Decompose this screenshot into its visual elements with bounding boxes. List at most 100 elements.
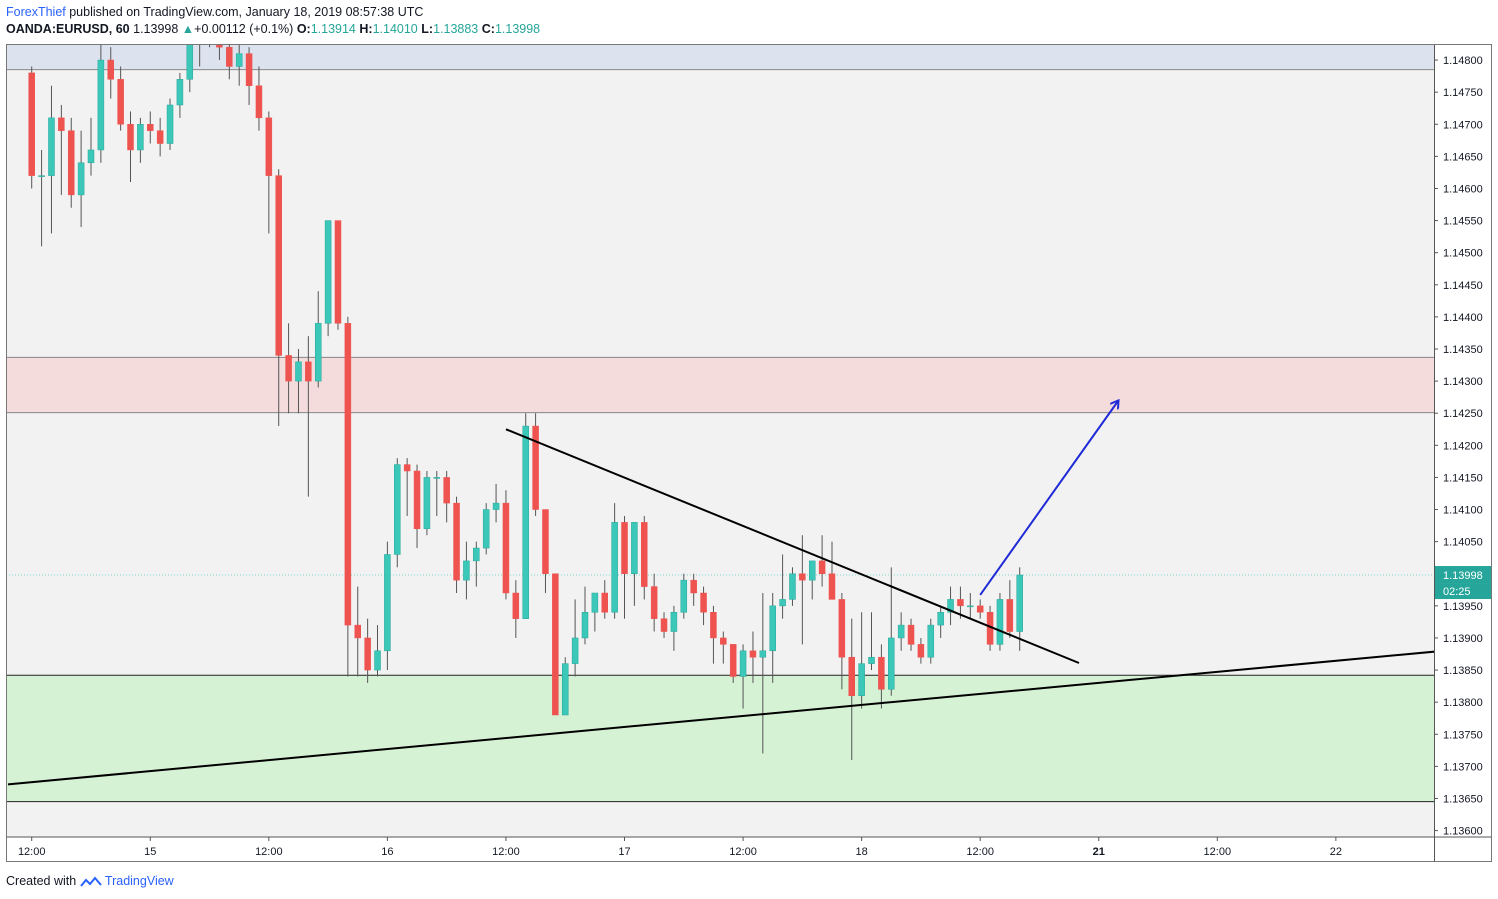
x-tick-label: 12:00	[966, 846, 994, 858]
tradingview-link[interactable]: TradingView	[104, 874, 174, 888]
candle-body	[97, 59, 105, 151]
current-price-tag	[1435, 566, 1491, 584]
candle-body	[67, 130, 75, 196]
candle	[650, 573, 658, 632]
candle-body	[868, 656, 875, 664]
candle	[957, 586, 964, 619]
candle	[324, 220, 332, 337]
candle	[97, 44, 105, 163]
candle-body	[433, 477, 441, 479]
resistance-top-zone	[6, 44, 1434, 70]
candle-body	[473, 547, 480, 562]
y-tick-label: 1.14150	[1443, 472, 1483, 484]
candle-body	[384, 554, 391, 652]
publish-info: ForexThief published on TradingView.com,…	[6, 5, 423, 19]
candle-body	[621, 522, 628, 574]
author-link[interactable]: ForexThief	[6, 5, 66, 19]
candle-body	[838, 599, 846, 658]
symbol-name[interactable]: OANDA:EURUSD, 60	[6, 22, 130, 36]
candle-body	[1016, 574, 1023, 632]
candle	[561, 657, 569, 716]
x-tick-label: 12:00	[492, 846, 520, 858]
candle	[443, 471, 450, 523]
candle	[137, 117, 144, 163]
candle	[937, 605, 944, 638]
candle	[522, 413, 529, 619]
candle-body	[591, 592, 599, 613]
candle	[77, 130, 85, 227]
candle	[235, 44, 243, 86]
y-tick-label: 1.14500	[1443, 248, 1483, 260]
candle-body	[907, 624, 915, 645]
candle	[552, 573, 559, 716]
chart-frame	[6, 44, 1492, 862]
candle-body	[818, 560, 826, 574]
y-tick-label: 1.14100	[1443, 505, 1483, 517]
candle	[107, 47, 115, 99]
candle-body	[779, 599, 786, 607]
candle	[423, 471, 431, 536]
candle	[433, 471, 441, 516]
candle-body	[522, 425, 529, 619]
candle	[532, 413, 539, 516]
candle	[305, 336, 312, 497]
candle-body	[502, 502, 510, 594]
y-tick-label: 1.13900	[1443, 633, 1483, 645]
price-chart[interactable]: 1.14800 1.14750 1.14700 1.14650 1.14600 1.145…	[0, 0, 1498, 870]
high-label: H:	[359, 22, 373, 36]
candle	[996, 593, 1004, 651]
candle	[868, 612, 875, 671]
descending-trendline	[505, 428, 1080, 664]
y-tick-label: 1.13700	[1443, 761, 1483, 773]
candle-body	[423, 477, 431, 530]
candle	[858, 612, 865, 709]
candle	[818, 535, 826, 587]
candle-body	[314, 323, 322, 382]
candle	[660, 612, 668, 638]
y-tick-label: 1.13600	[1443, 826, 1483, 838]
candle-body	[739, 650, 747, 677]
candle-body	[453, 502, 460, 581]
candle-body	[878, 656, 885, 690]
candle	[482, 503, 490, 555]
candle	[87, 117, 95, 176]
countdown-label: 02:25	[1443, 586, 1471, 598]
y-tick-label: 1.14300	[1443, 376, 1483, 388]
y-tick-label: 1.14450	[1443, 280, 1483, 292]
y-tick-label: 1.14050	[1443, 537, 1483, 549]
candle	[156, 117, 164, 157]
tradingview-logo-icon	[79, 874, 105, 888]
candle	[1006, 580, 1014, 638]
candle-body	[848, 656, 856, 696]
candle-body	[601, 592, 609, 613]
candle	[680, 573, 688, 619]
candle	[967, 593, 974, 619]
candle-body	[176, 79, 184, 106]
candle	[838, 593, 846, 690]
candle-body	[137, 124, 144, 151]
candle-body	[552, 573, 559, 716]
candle	[848, 618, 856, 760]
candle	[641, 515, 648, 600]
candle	[453, 496, 460, 593]
candle	[739, 644, 747, 709]
ascending-trendline	[7, 650, 1434, 786]
candle-body	[927, 624, 935, 658]
candle-body	[561, 663, 569, 716]
candle-body	[235, 53, 243, 67]
y-tick-label: 1.14250	[1443, 408, 1483, 420]
candle	[729, 644, 737, 683]
created-with-text: Created with	[6, 874, 77, 888]
candle	[58, 105, 65, 195]
candle-body	[334, 220, 342, 324]
candle-body	[808, 560, 816, 581]
candle-body	[967, 605, 974, 608]
candle-body	[937, 612, 944, 626]
high-value: 1.14010	[372, 22, 418, 36]
symbol-legend: OANDA:EURUSD, 60 1.13998 ▲+0.00112 (+0.1…	[6, 22, 540, 36]
candle	[127, 111, 134, 183]
candle	[789, 567, 796, 606]
candle-body	[117, 79, 124, 125]
candle-body	[305, 361, 312, 382]
candle-body	[364, 637, 371, 671]
